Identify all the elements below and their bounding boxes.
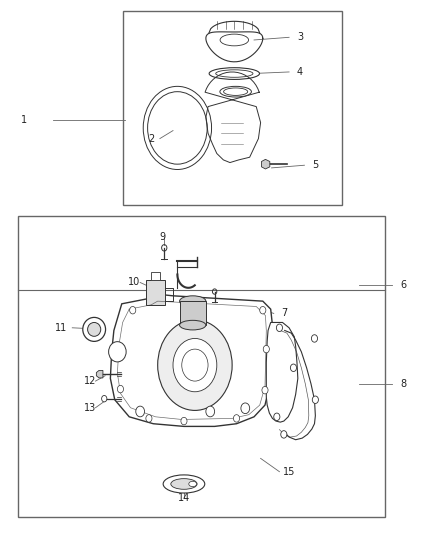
Circle shape bbox=[112, 345, 118, 353]
Text: 12: 12 bbox=[84, 376, 96, 386]
Text: 8: 8 bbox=[400, 379, 406, 389]
Bar bbox=[123, 11, 342, 205]
Ellipse shape bbox=[88, 322, 101, 336]
Text: 1: 1 bbox=[21, 115, 27, 125]
Ellipse shape bbox=[220, 86, 251, 97]
Circle shape bbox=[130, 306, 136, 314]
Circle shape bbox=[102, 395, 107, 402]
Bar bbox=[146, 280, 165, 305]
Bar bbox=[18, 216, 385, 517]
Circle shape bbox=[233, 415, 240, 422]
Text: 3: 3 bbox=[297, 33, 303, 42]
Polygon shape bbox=[110, 294, 272, 426]
Ellipse shape bbox=[171, 479, 197, 489]
Text: 6: 6 bbox=[400, 280, 406, 290]
Circle shape bbox=[312, 396, 318, 403]
Ellipse shape bbox=[109, 342, 126, 362]
Text: 2: 2 bbox=[148, 134, 154, 143]
Ellipse shape bbox=[83, 317, 106, 342]
Text: 14: 14 bbox=[178, 494, 190, 503]
Circle shape bbox=[136, 406, 145, 417]
Circle shape bbox=[262, 386, 268, 394]
Text: 4: 4 bbox=[297, 67, 303, 77]
Circle shape bbox=[158, 320, 232, 410]
Bar bbox=[151, 272, 160, 280]
Circle shape bbox=[281, 431, 287, 438]
Circle shape bbox=[311, 335, 318, 342]
Circle shape bbox=[274, 413, 280, 421]
Polygon shape bbox=[261, 159, 270, 169]
Circle shape bbox=[181, 417, 187, 425]
Circle shape bbox=[276, 324, 283, 332]
Ellipse shape bbox=[189, 481, 197, 487]
Circle shape bbox=[206, 406, 215, 417]
Circle shape bbox=[117, 385, 124, 393]
Polygon shape bbox=[266, 322, 298, 422]
Text: 10: 10 bbox=[127, 278, 140, 287]
Text: 5: 5 bbox=[312, 160, 318, 170]
Ellipse shape bbox=[163, 475, 205, 493]
Ellipse shape bbox=[180, 320, 206, 330]
Circle shape bbox=[241, 403, 250, 414]
Text: 11: 11 bbox=[55, 323, 67, 333]
Text: 9: 9 bbox=[159, 232, 165, 242]
Text: 7: 7 bbox=[282, 309, 288, 318]
Circle shape bbox=[263, 345, 269, 353]
Circle shape bbox=[260, 306, 266, 314]
Bar bbox=[180, 301, 206, 325]
Circle shape bbox=[173, 338, 217, 392]
Polygon shape bbox=[96, 370, 103, 378]
Circle shape bbox=[146, 415, 152, 422]
Ellipse shape bbox=[180, 296, 206, 306]
Circle shape bbox=[190, 299, 196, 306]
Text: 15: 15 bbox=[283, 467, 295, 477]
Circle shape bbox=[290, 364, 297, 372]
Ellipse shape bbox=[209, 68, 259, 79]
Text: 13: 13 bbox=[84, 403, 96, 413]
